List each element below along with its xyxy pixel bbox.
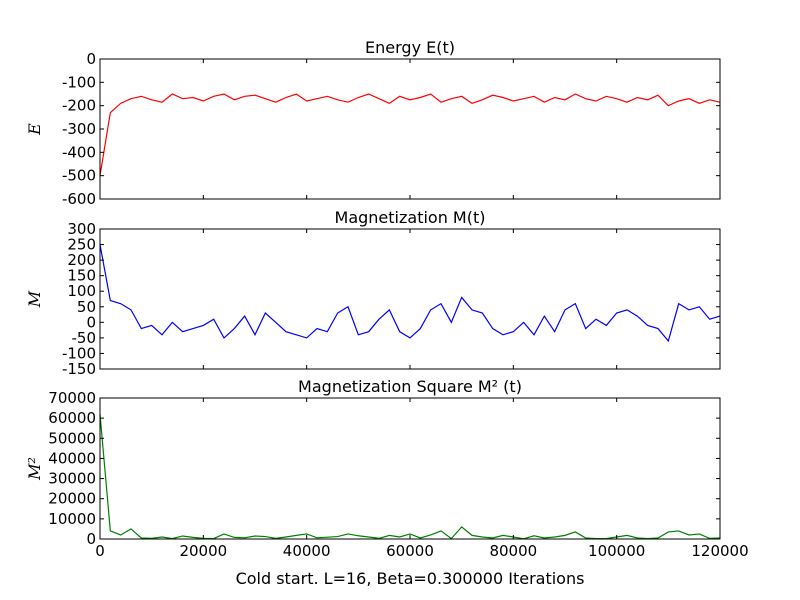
y-tick-label: 100	[67, 282, 96, 300]
y-tick-label: 20000	[48, 490, 96, 508]
subplot-title: Magnetization M(t)	[335, 208, 486, 227]
plot-area	[100, 229, 720, 369]
plot-area	[100, 59, 720, 199]
y-tick-label: -150	[62, 360, 96, 378]
y-tick-label: 300	[67, 220, 96, 238]
y-tick-label: -100	[62, 344, 96, 362]
y-tick-label: 30000	[48, 470, 96, 488]
x-tick-label: 60000	[386, 542, 434, 560]
y-tick-label: -400	[62, 143, 96, 161]
y-tick-label: -500	[62, 167, 96, 185]
plot-area	[100, 398, 720, 539]
y-tick-label: 40000	[48, 449, 96, 467]
y-axis-label: E	[25, 123, 44, 136]
y-tick-label: -100	[62, 73, 96, 91]
series-line	[99, 93, 721, 176]
y-tick-label: 250	[67, 236, 96, 254]
y-tick-label: 0	[86, 313, 96, 331]
y-tick-label: 0	[86, 50, 96, 68]
x-tick-label: 80000	[489, 542, 537, 560]
y-tick-label: 50000	[48, 429, 96, 447]
x-tick-label: 120000	[691, 542, 748, 560]
y-tick-label: -200	[62, 97, 96, 115]
y-tick-label: 10000	[48, 510, 96, 528]
x-tick-label: 20000	[179, 542, 227, 560]
x-tick-label: 40000	[283, 542, 331, 560]
y-tick-label: 0	[86, 530, 96, 548]
y-tick-label: -300	[62, 120, 96, 138]
y-tick-label: 200	[67, 251, 96, 269]
y-tick-label: 50	[77, 298, 96, 316]
y-tick-label: 150	[67, 267, 96, 285]
y-tick-label: -600	[62, 190, 96, 208]
x-tick-label: 0	[95, 542, 105, 560]
y-axis-label: M	[25, 290, 44, 308]
y-axis-label: M²	[25, 457, 44, 481]
y-tick-label: 60000	[48, 409, 96, 427]
x-tick-label: 100000	[588, 542, 645, 560]
subplot-title: Energy E(t)	[365, 38, 455, 57]
series-line	[99, 244, 721, 343]
y-tick-label: 70000	[48, 389, 96, 407]
x-axis-label: Cold start. L=16, Beta=0.300000 Iteratio…	[236, 569, 585, 588]
y-tick-label: -50	[72, 329, 97, 347]
subplot-title: Magnetization Square M² (t)	[298, 377, 522, 396]
